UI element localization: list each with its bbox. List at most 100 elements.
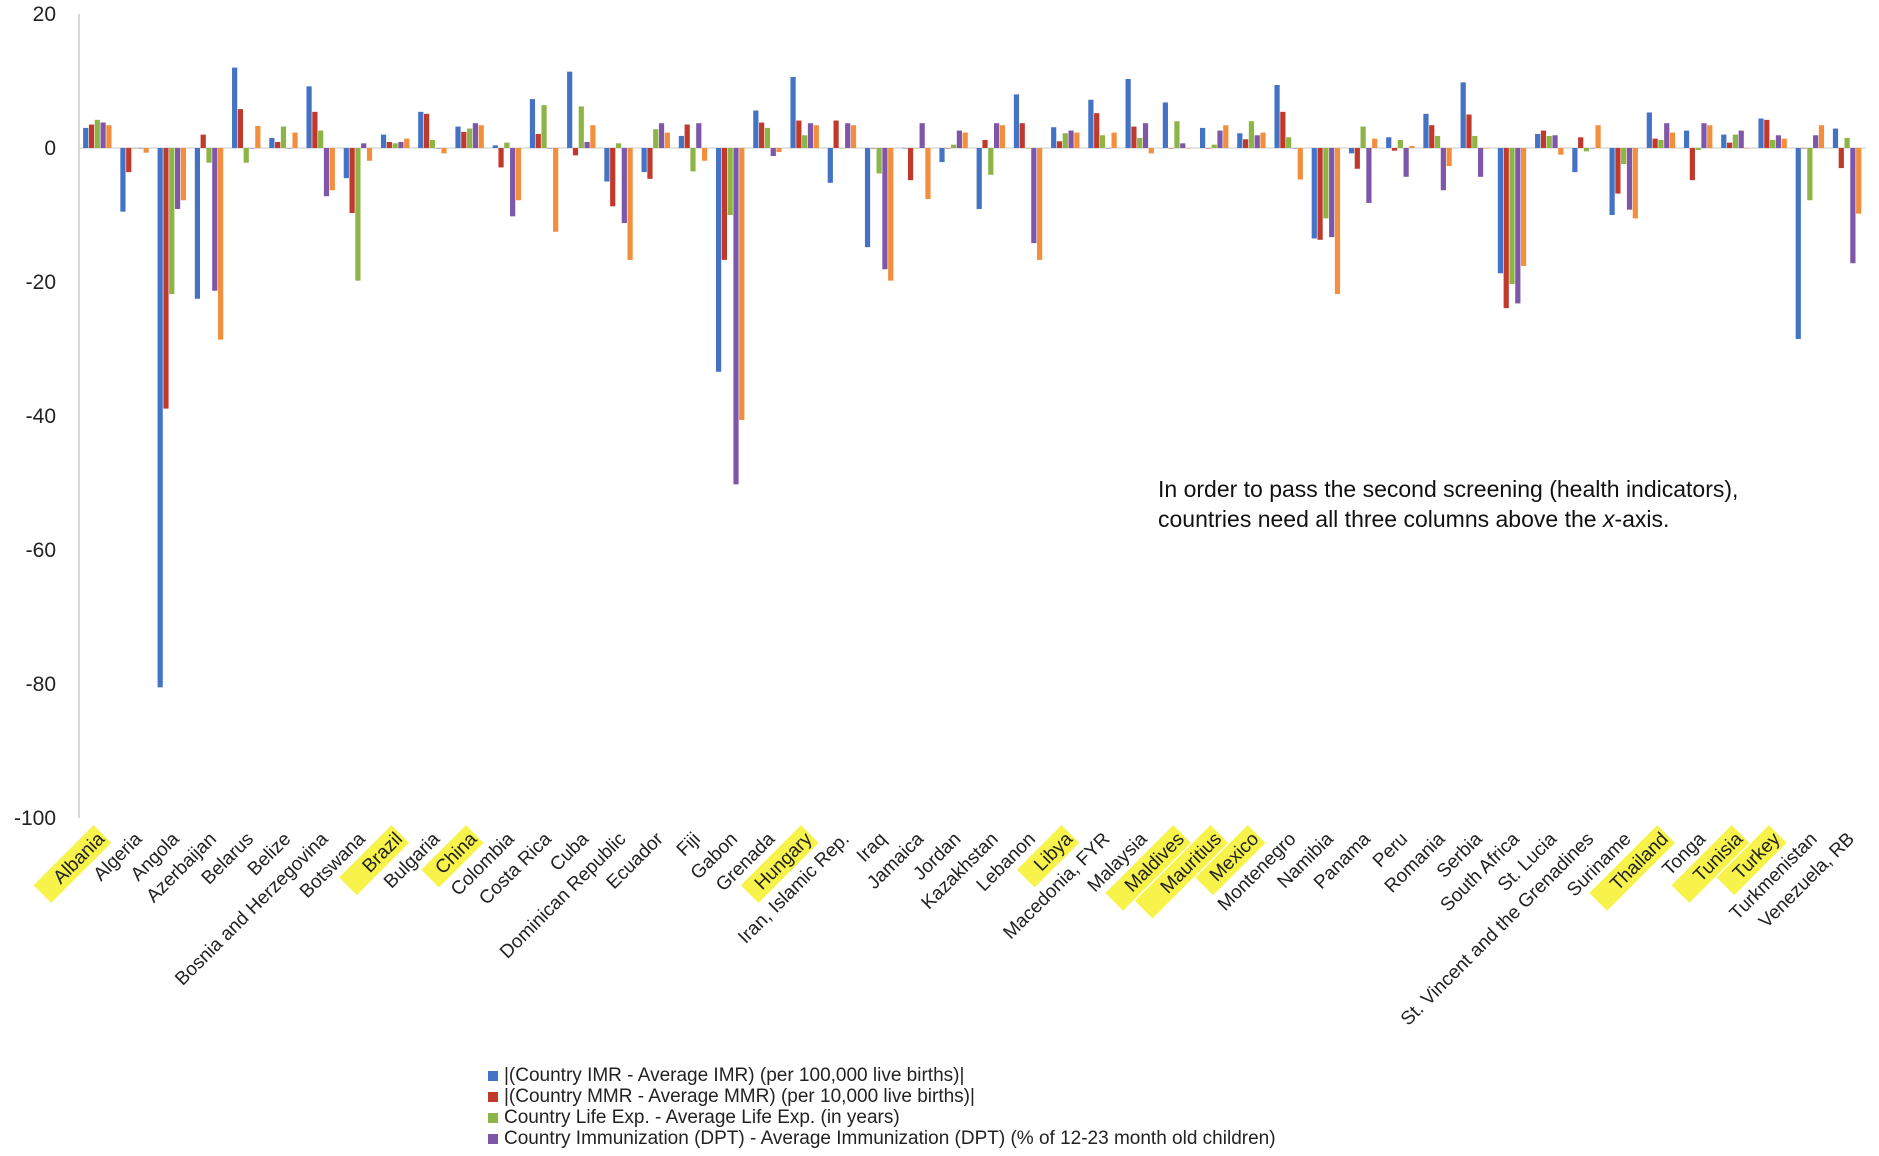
y-tick-label: -20 <box>26 271 56 294</box>
bar <box>919 123 925 148</box>
bar <box>1578 137 1584 148</box>
bar <box>1497 148 1504 274</box>
bar <box>100 122 106 148</box>
bar <box>647 148 653 179</box>
bar <box>1205 148 1211 149</box>
highlight-box <box>740 825 819 903</box>
bar <box>1199 127 1206 148</box>
bar <box>1409 145 1415 148</box>
bar <box>1540 130 1547 148</box>
bar <box>1546 135 1552 148</box>
bar <box>237 109 244 148</box>
bar <box>143 148 149 153</box>
bar <box>269 137 275 148</box>
bar <box>441 148 447 154</box>
bar <box>1721 134 1727 148</box>
bar <box>218 148 224 340</box>
bar <box>590 125 596 148</box>
legend-item: Country Life Exp. - Average Life Exp. (i… <box>488 1107 1276 1128</box>
y-tick-label: 20 <box>33 3 56 26</box>
bar <box>541 105 547 148</box>
bar <box>1701 123 1707 148</box>
bar <box>366 148 373 161</box>
bar <box>1317 148 1323 240</box>
bar <box>994 123 1000 148</box>
bar <box>1695 148 1701 151</box>
bar <box>1558 148 1564 155</box>
bar <box>945 148 951 149</box>
bar <box>727 148 733 215</box>
bar <box>1775 135 1782 148</box>
bar <box>1583 148 1590 152</box>
bar <box>956 130 962 148</box>
bar <box>478 125 484 148</box>
bar <box>1162 102 1168 148</box>
bar <box>1297 148 1303 180</box>
bar <box>876 148 882 174</box>
bar <box>1397 139 1403 148</box>
legend-swatch <box>488 1070 498 1081</box>
bar <box>701 148 708 161</box>
bar <box>1062 133 1068 148</box>
bar <box>888 148 894 281</box>
bar <box>1354 148 1360 169</box>
bar <box>1174 121 1180 148</box>
bar <box>323 148 330 197</box>
bar <box>318 130 324 148</box>
bar <box>1056 141 1063 148</box>
bar <box>1795 148 1801 339</box>
bar <box>1521 148 1527 266</box>
highlight-box <box>1134 825 1229 919</box>
bar <box>1850 148 1856 264</box>
bar <box>1781 138 1787 148</box>
highlight-box <box>1195 825 1266 896</box>
bar <box>1025 148 1031 149</box>
bar <box>999 125 1006 148</box>
bar <box>1572 148 1578 173</box>
bar <box>88 124 95 148</box>
bar <box>1168 148 1174 149</box>
bar <box>1013 94 1020 148</box>
bar <box>1664 123 1670 148</box>
legend-swatch <box>488 1091 498 1102</box>
bar <box>200 134 206 148</box>
bar <box>1807 148 1813 201</box>
highlight-box <box>1589 825 1675 911</box>
bar <box>882 148 888 270</box>
bar <box>1434 135 1441 148</box>
bar <box>1503 148 1509 309</box>
bar <box>349 148 355 213</box>
bar <box>504 142 510 148</box>
bar <box>1094 113 1100 148</box>
bar <box>925 148 931 199</box>
bar <box>1423 113 1429 148</box>
bar <box>684 124 690 148</box>
bar <box>131 148 138 149</box>
bar <box>355 148 361 281</box>
bar <box>535 133 541 148</box>
bar <box>1180 143 1186 148</box>
bar <box>696 123 702 148</box>
bar <box>1088 99 1094 148</box>
bar <box>1707 125 1713 148</box>
bar <box>1658 139 1664 148</box>
bar <box>1323 148 1329 219</box>
bar <box>567 71 573 148</box>
annotation: In order to pass the second screening (h… <box>1158 474 1858 534</box>
bar <box>243 148 249 163</box>
bar <box>212 148 218 291</box>
bar <box>1148 148 1154 154</box>
bar <box>329 148 335 191</box>
y-tick-label: -80 <box>26 673 56 696</box>
annotation-line-2-b: -axis. <box>1614 506 1670 532</box>
bar <box>361 143 367 148</box>
bar <box>343 148 349 179</box>
bar <box>813 125 819 148</box>
bar <box>1466 114 1472 148</box>
bar <box>976 148 982 209</box>
bar <box>392 143 398 148</box>
legend-label: Country Life Exp. - Average Life Exp. (i… <box>504 1106 900 1128</box>
bar <box>939 148 945 163</box>
bar <box>1472 135 1478 148</box>
bar <box>120 148 126 212</box>
